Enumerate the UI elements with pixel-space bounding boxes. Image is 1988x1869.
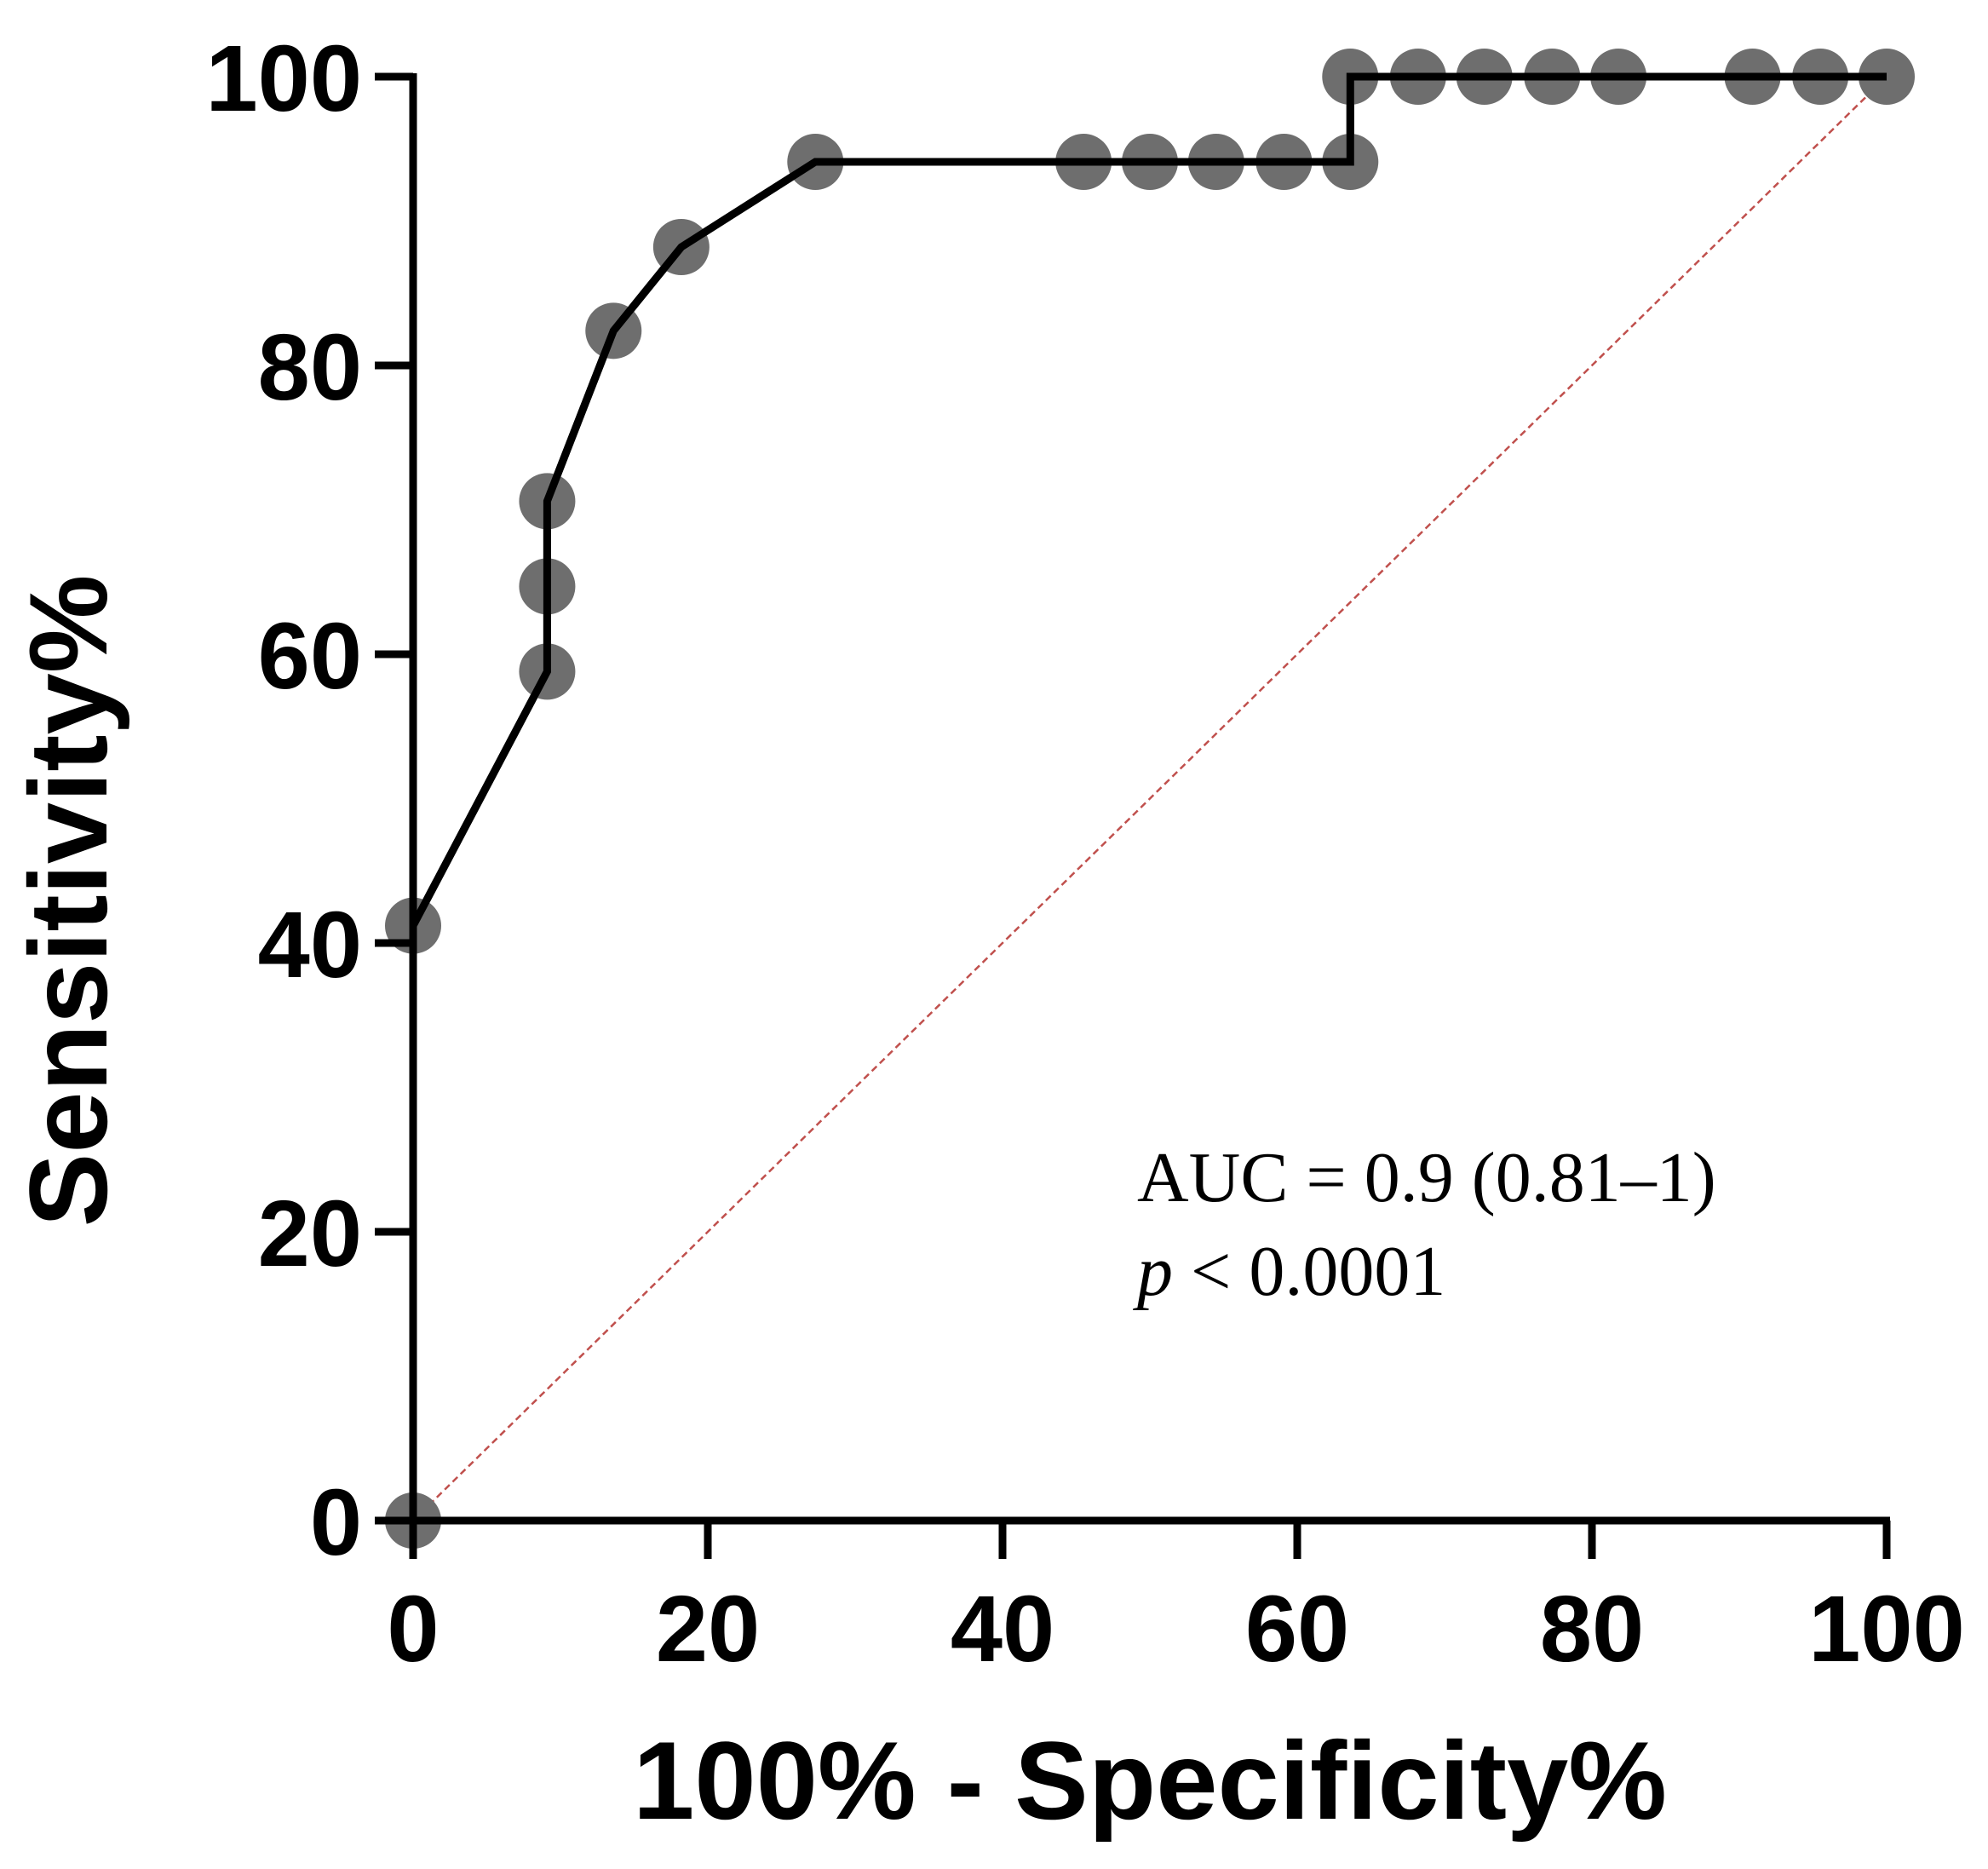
x-tick-label: 80 — [1540, 1577, 1644, 1682]
y-tick-label: 0 — [310, 1470, 362, 1575]
x-tick-label: 100 — [1808, 1577, 1965, 1682]
roc-curve-overlay — [409, 72, 1887, 1521]
y-tick-label: 80 — [258, 315, 362, 420]
reference-line-layer — [412, 76, 1887, 1521]
x-tick-label: 40 — [951, 1577, 1054, 1682]
y-tick-label: 100 — [205, 26, 362, 131]
auc-annotation: AUC = 0.9 (0.81–1) — [1137, 1138, 1716, 1217]
reference-line — [412, 76, 1887, 1521]
x-tick-label: 20 — [656, 1577, 760, 1682]
roc-markers-layer — [385, 49, 1915, 1549]
x-tick-label: 0 — [387, 1577, 439, 1682]
p-symbol: p — [1133, 1232, 1173, 1311]
p-value-text: < 0.0001 — [1173, 1232, 1445, 1311]
y-tick-label: 40 — [258, 893, 362, 998]
y-tick-label: 20 — [258, 1182, 362, 1286]
p-value-annotation: p < 0.0001 — [1133, 1232, 1445, 1311]
x-tick-label: 60 — [1245, 1577, 1349, 1682]
y-tick-label: 60 — [258, 604, 362, 709]
y-ticks: 0 20 40 60 80 100 — [205, 26, 413, 1575]
x-axis-title: 100% - Specificity% — [633, 1718, 1667, 1843]
x-ticks: 0 20 40 60 80 100 — [387, 1521, 1965, 1682]
y-axis-title: Sensitivity% — [6, 575, 130, 1228]
axes-layer — [409, 73, 1890, 1525]
